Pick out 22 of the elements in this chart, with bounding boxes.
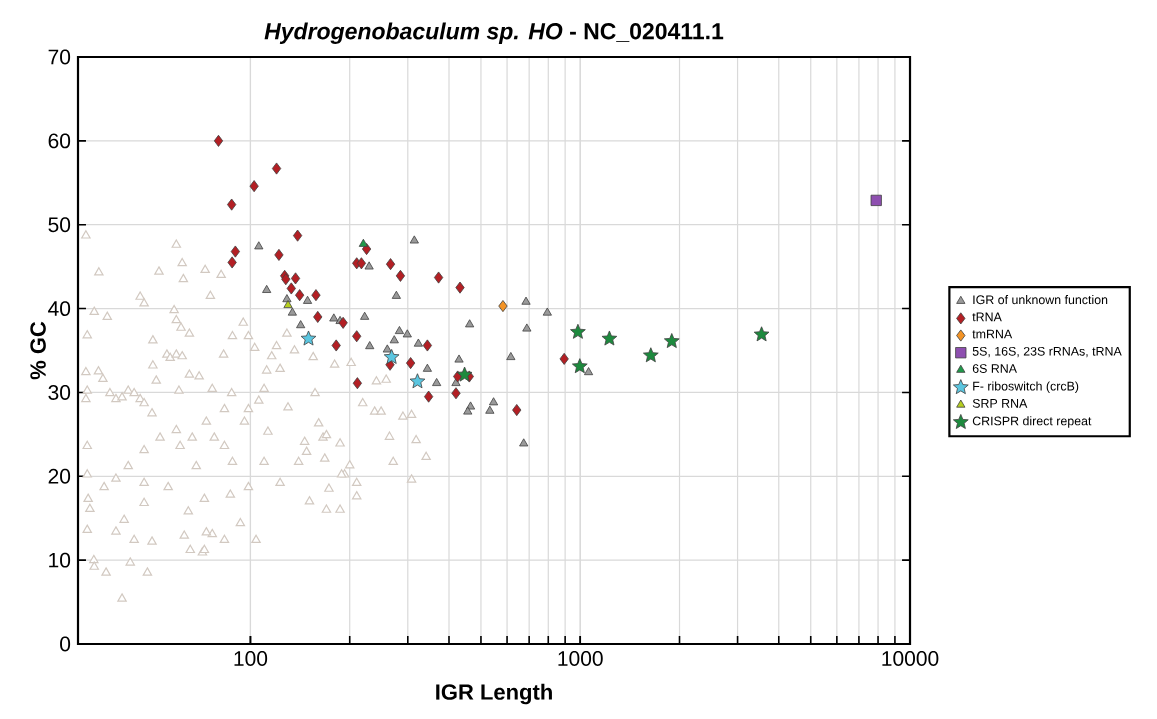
legend-label: tRNA <box>972 312 1002 322</box>
x-tick-label: 1000 <box>558 651 603 666</box>
x-tick-label: 100 <box>234 651 268 666</box>
y-axis-title: % GC <box>30 321 46 380</box>
y-tick-label: 50 <box>48 217 71 233</box>
y-tick-label: 40 <box>48 301 71 317</box>
legend-label: F- riboswitch (crcB) <box>973 381 1079 393</box>
x-tick-label: 10000 <box>882 651 939 666</box>
legend-label: CRISPR direct repeat <box>972 416 1092 428</box>
y-tick-label: 20 <box>48 468 71 484</box>
chart-title: Hydrogenobaculum sp. HO - NC_020411.1 <box>264 22 724 44</box>
legend-label: IGR of unknown function <box>973 295 1108 305</box>
legend-label: 5S, 16S, 23S rRNAs, tRNA <box>972 346 1122 358</box>
y-tick-label: 70 <box>48 49 71 65</box>
legend-label: tmRNA <box>972 329 1013 339</box>
y-tick-label: 10 <box>49 552 71 568</box>
y-tick-label: 0 <box>60 636 71 652</box>
y-tick-label: 30 <box>48 385 71 400</box>
x-axis-title: IGR Length <box>436 683 552 705</box>
legend-label: SRP RNA <box>972 398 1028 408</box>
y-tick-label: 60 <box>48 133 71 149</box>
legend-label: 6S RNA <box>972 364 1017 373</box>
